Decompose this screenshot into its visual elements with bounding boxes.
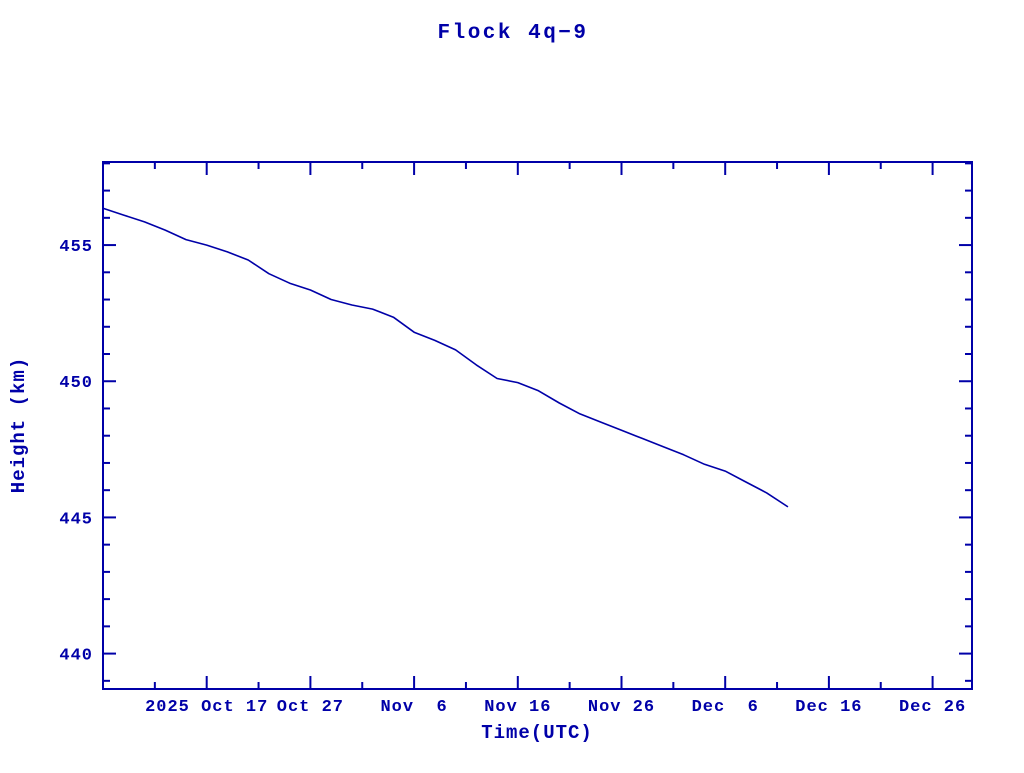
x-tick-label: Dec 6 [692,698,759,717]
x-tick-label: 2025 Oct 17 [145,698,268,717]
height-data-line [102,207,789,508]
x-tick-label: Dec 16 [795,698,862,717]
y-tick-label: 440 [59,647,93,666]
x-tick-label: Oct 27 [277,698,344,717]
y-tick-label: 455 [59,238,93,257]
x-tick-label: Nov 16 [484,698,551,717]
x-tick-label: Nov 6 [380,698,447,717]
plot-area: 2025 Oct 17 Oct 27 Nov 6 Nov 16 Nov 26 Dec 6 D… [59,161,973,717]
chart-title: Flock 4q−9 [437,22,588,45]
y-tick-label: 445 [59,510,93,529]
y-tick-label: 450 [59,374,93,393]
plot-frame [102,161,973,690]
x-tick-label: Nov 26 [588,698,655,717]
y-axis-label: Height (km) [8,357,30,493]
x-axis-label: Time(UTC) [481,722,593,744]
x-tick-label: Dec 26 [899,698,966,717]
